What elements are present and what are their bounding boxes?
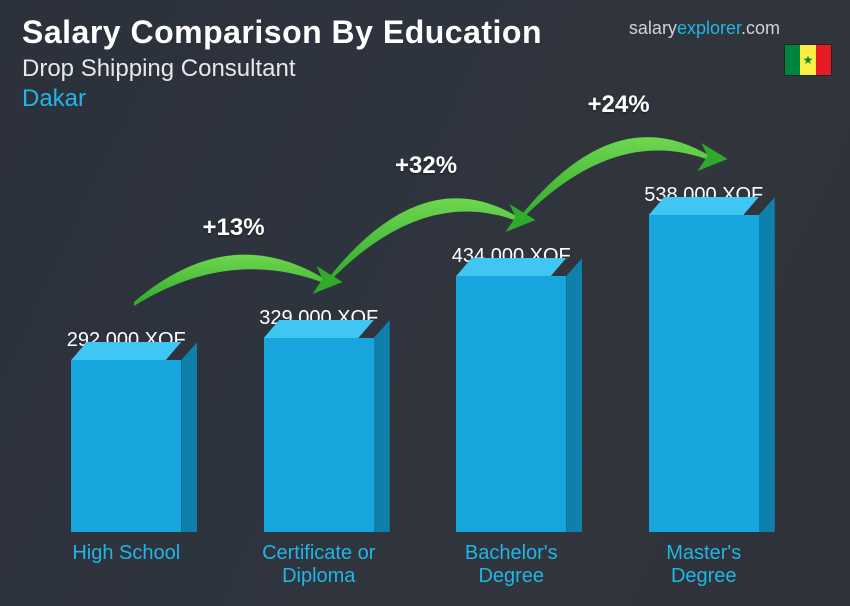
- country-flag: ★: [784, 44, 832, 76]
- bar-group: 329,000 XOF Certificate orDiploma: [223, 307, 416, 590]
- bar-side-face: [759, 197, 775, 532]
- bar-side-face: [566, 258, 582, 532]
- flag-star-icon: ★: [803, 54, 814, 66]
- flag-stripe-green: [785, 45, 800, 75]
- bar: [264, 338, 374, 532]
- increase-percent-label: +32%: [395, 152, 457, 180]
- flag-stripe-red: [816, 45, 831, 75]
- bar-side-face: [181, 342, 197, 532]
- brand-logo: salaryexplorer.com: [629, 18, 780, 39]
- bar-front-face: [649, 215, 759, 532]
- bar-top-face: [71, 342, 181, 360]
- bar-front-face: [71, 360, 181, 532]
- bar-category-label: Certificate orDiploma: [262, 542, 375, 590]
- brand-accent: explorer: [677, 18, 741, 38]
- flag-stripe-yellow: ★: [800, 45, 815, 75]
- bar-group: 292,000 XOF High School: [30, 329, 223, 590]
- increase-percent-label: +24%: [588, 91, 650, 119]
- bar-category-label: High School: [72, 542, 180, 590]
- bar: [649, 215, 759, 532]
- increase-percent-label: +13%: [203, 214, 265, 242]
- bar: [71, 360, 181, 532]
- brand-suffix: .com: [741, 18, 780, 38]
- bar-front-face: [456, 276, 566, 532]
- bar-front-face: [264, 338, 374, 532]
- bar: [456, 276, 566, 532]
- bar-side-face: [374, 320, 390, 532]
- brand-prefix: salary: [629, 18, 677, 38]
- bar-category-label: Bachelor'sDegree: [465, 542, 558, 590]
- bar-category-label: Master'sDegree: [666, 542, 741, 590]
